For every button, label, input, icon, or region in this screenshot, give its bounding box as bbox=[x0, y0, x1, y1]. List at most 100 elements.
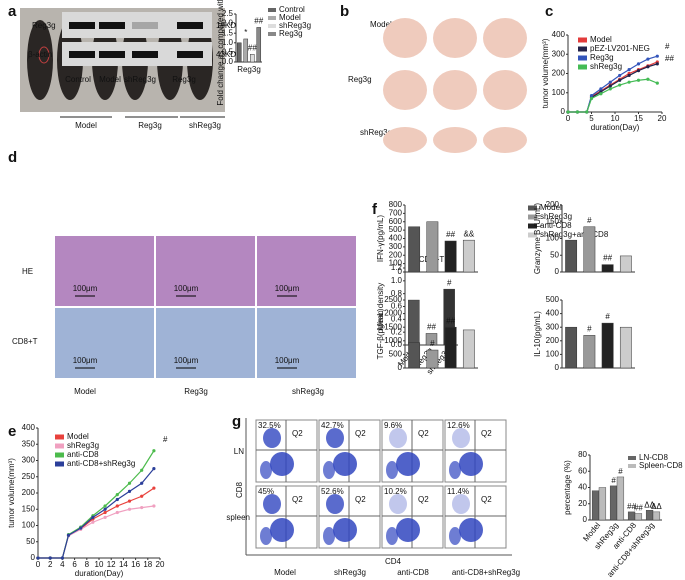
cell-cluster bbox=[396, 518, 420, 542]
cell-cluster bbox=[459, 518, 483, 542]
data-point bbox=[115, 493, 119, 497]
annotation: # bbox=[430, 339, 435, 348]
cell-cluster bbox=[386, 527, 398, 545]
panel-label: e bbox=[8, 423, 16, 440]
legend-label: Model bbox=[590, 35, 612, 44]
data-point bbox=[115, 504, 119, 508]
annotation: ## bbox=[248, 43, 257, 52]
histology bbox=[156, 236, 255, 306]
quadrant-label: Q2 bbox=[418, 429, 429, 438]
row-label: shReg3g bbox=[360, 128, 392, 137]
legend-label: shReg3g bbox=[67, 441, 99, 450]
axis-label: CD4 bbox=[385, 557, 402, 566]
bar bbox=[619, 326, 632, 369]
tumor-photo bbox=[433, 70, 477, 110]
legend-swatch bbox=[528, 232, 537, 238]
x-axis-label: duration(Day) bbox=[591, 123, 640, 132]
band bbox=[99, 22, 125, 29]
y-axis-label: IFN-γ(pg/mL) bbox=[376, 215, 385, 262]
data-point bbox=[48, 556, 52, 560]
legend-swatch bbox=[55, 452, 64, 458]
annotation: ## bbox=[634, 504, 643, 513]
panel-label: f bbox=[372, 201, 378, 218]
bar bbox=[601, 264, 614, 273]
legend-swatch bbox=[578, 46, 587, 52]
legend-swatch bbox=[628, 464, 636, 468]
tumor-photo bbox=[433, 18, 477, 58]
y-tick-label: 200 bbox=[552, 69, 566, 78]
y-tick-label: 0 bbox=[555, 267, 560, 276]
y-axis-label: tumor volume(mm³) bbox=[7, 458, 16, 528]
y-tick-label: 0 bbox=[583, 515, 588, 524]
column-label: anti-CD8 bbox=[397, 568, 429, 577]
bar bbox=[408, 226, 421, 273]
data-point bbox=[608, 87, 612, 91]
annotation: ## bbox=[446, 316, 455, 325]
annotation: ΔΔ bbox=[651, 502, 662, 511]
panel-label: c bbox=[545, 3, 553, 20]
y-tick-label: 80 bbox=[578, 450, 587, 459]
band bbox=[132, 22, 158, 29]
tumor-photo bbox=[383, 127, 427, 153]
bar bbox=[645, 510, 654, 521]
x-tick-label: 10 bbox=[95, 560, 104, 569]
y-tick-label: 150 bbox=[546, 217, 560, 226]
data-point bbox=[585, 110, 589, 114]
gate-percentage: 32.5% bbox=[258, 421, 281, 430]
legend-swatch bbox=[268, 24, 276, 28]
y-tick-label: 500 bbox=[389, 225, 403, 234]
quadrant-label: Q2 bbox=[418, 495, 429, 504]
legend-swatch bbox=[528, 214, 537, 220]
data-point bbox=[140, 494, 144, 498]
band bbox=[177, 22, 203, 29]
data-point bbox=[627, 68, 631, 72]
y-axis-label: Fold change as compared with control bbox=[216, 0, 225, 106]
y-tick-label: 0 bbox=[561, 107, 566, 116]
y-tick-label: 1.0 bbox=[222, 38, 234, 47]
y-axis-label: Granzyme B (U/mL) bbox=[533, 203, 542, 274]
bar bbox=[609, 485, 618, 521]
cell-cluster bbox=[452, 494, 470, 514]
data-point bbox=[646, 65, 650, 69]
y-tick-label: 350 bbox=[22, 439, 36, 448]
legend-swatch bbox=[628, 456, 636, 460]
legend-label: shReg3g bbox=[540, 212, 572, 221]
tumor-photo bbox=[483, 18, 527, 58]
data-point bbox=[566, 110, 570, 114]
bar bbox=[243, 38, 249, 63]
band bbox=[132, 51, 158, 58]
legend-label: Control bbox=[279, 5, 305, 14]
data-point bbox=[103, 515, 107, 519]
bar bbox=[591, 490, 600, 521]
data-point bbox=[655, 62, 659, 66]
y-tick-label: 100 bbox=[389, 259, 403, 268]
bar bbox=[601, 322, 614, 369]
gate-percentage: 45% bbox=[258, 487, 274, 496]
data-point bbox=[91, 520, 95, 524]
y-axis-label: IL-10(pg/mL) bbox=[533, 311, 542, 357]
tumor-photo bbox=[383, 70, 427, 110]
data-point bbox=[599, 87, 603, 91]
histology bbox=[257, 236, 356, 306]
y-tick-label: 0.8 bbox=[391, 289, 403, 298]
data-point bbox=[627, 73, 631, 78]
data-point bbox=[103, 507, 107, 511]
quadrant-label: Q2 bbox=[355, 429, 366, 438]
legend-swatch bbox=[578, 64, 587, 70]
bar bbox=[425, 333, 438, 346]
panel-label: g bbox=[232, 413, 241, 430]
data-point bbox=[140, 481, 144, 485]
data-point bbox=[608, 80, 612, 84]
annotation: # bbox=[665, 42, 670, 51]
tumor-photo bbox=[483, 127, 527, 153]
band bbox=[69, 22, 95, 29]
band bbox=[99, 51, 125, 58]
quadrant-label: Q2 bbox=[481, 429, 492, 438]
data-point bbox=[152, 467, 156, 471]
lane-label: Model bbox=[99, 75, 121, 84]
tumor bbox=[38, 46, 50, 64]
annotation: ## bbox=[665, 54, 674, 63]
legend-swatch bbox=[268, 32, 276, 36]
y-tick-label: 100 bbox=[552, 88, 566, 97]
